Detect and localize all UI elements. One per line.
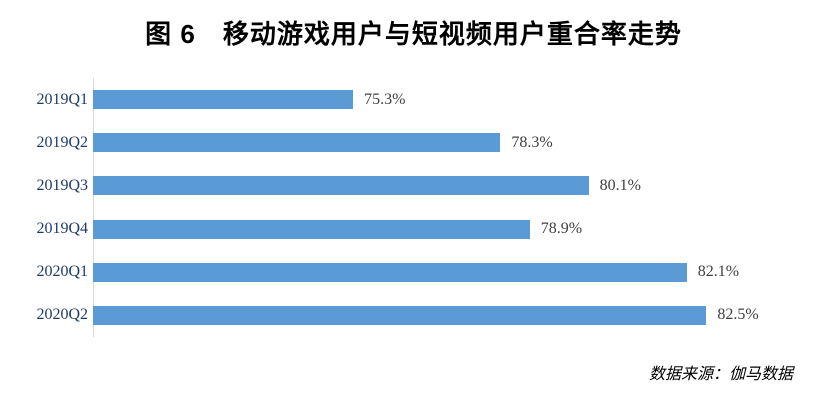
- bar-fill: [93, 90, 354, 110]
- value-label: 80.1%: [599, 176, 641, 194]
- value-label: 82.1%: [697, 263, 740, 281]
- category-label: 2019Q3: [36, 176, 88, 194]
- bar-row: 2019Q3 80.1%: [20, 164, 780, 207]
- value-label: 75.3%: [364, 90, 406, 108]
- bar-fill: [93, 219, 530, 239]
- category-label: 2019Q4: [36, 220, 88, 238]
- bar-track: 82.5%: [93, 305, 780, 325]
- bar-row: 2020Q2 82.5%: [20, 294, 780, 337]
- chart-title: 图 6 移动游戏用户与短视频用户重合率走势: [145, 19, 682, 49]
- bar-track: 82.1%: [93, 262, 780, 282]
- bar-chart-plot-area: 2019Q1 75.3% 2019Q2 78.3% 2019Q3 80.1% 2019Q4 7…: [20, 78, 780, 337]
- vertical-axis-line: [93, 78, 94, 337]
- category-label: 2020Q1: [36, 263, 88, 281]
- category-label: 2020Q2: [36, 306, 88, 324]
- bar-fill: [93, 133, 501, 153]
- bar-row: 2019Q1 75.3%: [20, 78, 780, 121]
- category-label: 2019Q2: [36, 133, 88, 151]
- value-label: 82.5%: [717, 306, 759, 324]
- category-label: 2019Q1: [36, 90, 88, 108]
- bar-fill: [93, 262, 687, 282]
- bar-fill: [93, 176, 589, 196]
- bar-track: 75.3%: [93, 90, 780, 110]
- bar-row: 2019Q2 78.3%: [20, 121, 780, 164]
- bar-row: 2020Q1 82.1%: [20, 251, 780, 294]
- bar-track: 78.9%: [93, 219, 780, 239]
- value-label: 78.9%: [540, 220, 583, 238]
- bar-fill: [93, 305, 707, 325]
- value-label: 78.3%: [511, 133, 553, 151]
- data-source-note: 数据来源：伽马数据: [648, 366, 793, 383]
- bar-track: 80.1%: [93, 176, 780, 196]
- bars-container: 2019Q1 75.3% 2019Q2 78.3% 2019Q3 80.1% 2019Q4 7…: [20, 78, 780, 337]
- bar-track: 78.3%: [93, 133, 780, 153]
- bar-row: 2019Q4 78.9%: [20, 207, 780, 250]
